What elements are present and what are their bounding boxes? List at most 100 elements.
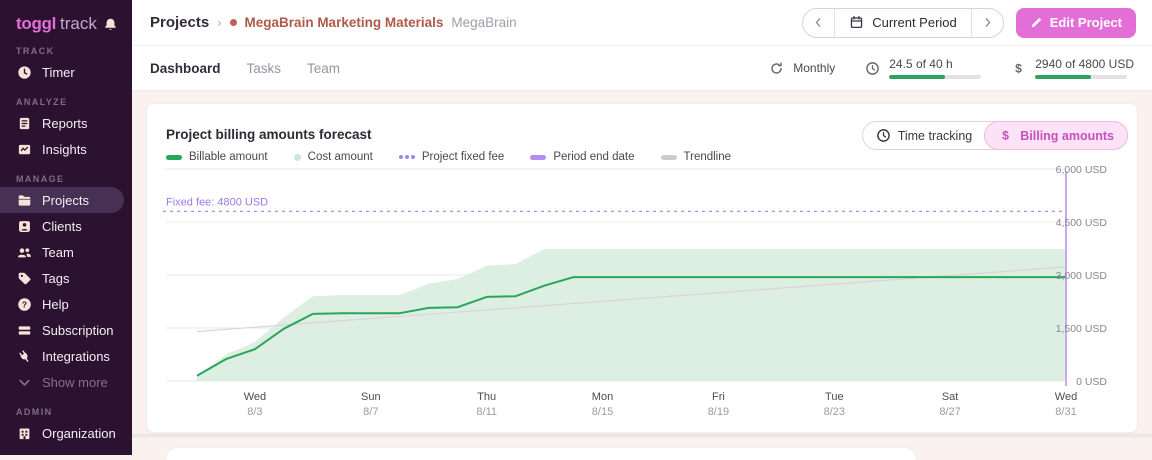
sidebar-item-help[interactable]: ?Help — [0, 291, 132, 317]
amount-progress-fill — [1035, 75, 1091, 79]
sidebar-item-integrations[interactable]: Integrations — [0, 343, 132, 369]
clock-icon — [865, 61, 880, 76]
breadcrumb-separator: › — [217, 15, 221, 30]
recurrence-label: Monthly — [793, 61, 835, 75]
breadcrumb: Projects › MegaBrain Marketing Materials… — [150, 14, 517, 31]
logo-row: toggl track — [0, 0, 132, 38]
svg-text:0 USD: 0 USD — [1076, 376, 1107, 388]
notifications-bell-icon[interactable] — [103, 17, 118, 32]
next-section-card — [166, 448, 916, 460]
sidebar-item-label: Show more — [42, 375, 108, 390]
svg-text:8/3: 8/3 — [247, 406, 262, 418]
current-period-label: Current Period — [872, 15, 957, 30]
toggle-time-tracking[interactable]: Time tracking — [863, 122, 986, 149]
legend-label: Billable amount — [189, 151, 268, 163]
current-period-button[interactable]: Current Period — [834, 9, 972, 37]
chevron-down-icon — [16, 375, 32, 390]
tab-team[interactable]: Team — [307, 61, 340, 76]
sidebar-item-show-more[interactable]: Show more — [0, 369, 132, 395]
svg-text:?: ? — [21, 299, 26, 309]
svg-text:4,500 USD: 4,500 USD — [1056, 217, 1108, 229]
toggle-billing-amounts[interactable]: $ Billing amounts — [984, 121, 1128, 150]
legend-cost-amount[interactable]: Cost amount — [294, 151, 373, 163]
svg-text:Fri: Fri — [712, 391, 725, 403]
main-content: Projects › MegaBrain Marketing Materials… — [132, 0, 1152, 455]
sidebar-section-track: TRACK — [0, 43, 132, 59]
amount-progress-bar — [1035, 75, 1127, 79]
svg-text:8/19: 8/19 — [708, 406, 729, 418]
clock-o-icon — [876, 128, 891, 143]
legend-marker — [661, 155, 677, 160]
svg-text:$: $ — [1002, 129, 1009, 143]
svg-text:Mon: Mon — [592, 391, 613, 403]
hours-progress-text: 24.5 of 40 h — [889, 57, 981, 71]
svg-text:Sun: Sun — [361, 391, 381, 403]
previous-period-button[interactable] — [803, 9, 834, 37]
sidebar-item-reports[interactable]: Reports — [0, 110, 132, 136]
sidebar-section-analyze: ANALYZE — [0, 94, 132, 110]
sidebar-item-label: Timer — [42, 65, 75, 80]
breadcrumb-projects-link[interactable]: Projects — [150, 14, 209, 31]
insights-icon — [16, 142, 32, 157]
toggle-label: Billing amounts — [1020, 129, 1114, 143]
dollar-icon: $ — [998, 128, 1013, 143]
sidebar-item-timer[interactable]: Timer — [0, 59, 132, 85]
sidebar-item-label: Reports — [42, 116, 88, 131]
sidebar-item-label: Team — [42, 245, 74, 260]
legend-billable-amount[interactable]: Billable amount — [166, 151, 268, 163]
hours-progress-bar — [889, 75, 981, 79]
svg-text:Thu: Thu — [477, 391, 496, 403]
legend-label: Trendline — [684, 151, 732, 163]
sidebar-item-tags[interactable]: Tags — [0, 265, 132, 291]
svg-text:Sat: Sat — [942, 391, 959, 403]
svg-text:8/27: 8/27 — [939, 406, 960, 418]
next-period-button[interactable] — [972, 9, 1003, 37]
sidebar-item-clients[interactable]: Clients — [0, 213, 132, 239]
breadcrumb-project-name[interactable]: MegaBrain Marketing Materials — [245, 15, 444, 30]
sidebar-item-label: Organization — [42, 426, 116, 441]
sidebar-item-label: Projects — [42, 193, 89, 208]
toggl-logo[interactable]: toggl — [16, 14, 56, 34]
chart-mode-toggle: Time tracking $ Billing amounts — [862, 121, 1128, 150]
sidebar-nav: TRACK Timer ANALYZE Reports Insights MANAGE Pr… — [0, 43, 132, 446]
sidebar-section-admin: ADMIN — [0, 404, 132, 420]
tab-tasks[interactable]: Tasks — [247, 61, 282, 76]
report-icon — [16, 116, 32, 131]
legend-project-fixed-fee[interactable]: Project fixed fee — [399, 151, 504, 163]
hours-metric: 24.5 of 40 h — [865, 57, 981, 79]
sidebar-section-manage: MANAGE — [0, 171, 132, 187]
sidebar-item-projects[interactable]: Projects — [0, 187, 124, 213]
clock-icon — [16, 65, 32, 80]
sidebar-item-subscription[interactable]: Subscription — [0, 317, 132, 343]
legend-label: Project fixed fee — [422, 151, 504, 163]
billing-forecast-card: Project billing amounts forecast Billabl… — [146, 103, 1138, 433]
edit-project-button[interactable]: Edit Project — [1016, 8, 1136, 38]
help-icon: ? — [16, 297, 32, 312]
svg-text:3,000 USD: 3,000 USD — [1056, 270, 1108, 282]
card-icon — [16, 323, 32, 338]
legend-period-end-date[interactable]: Period end date — [530, 151, 634, 163]
sidebar-item-organization[interactable]: Organization — [0, 420, 132, 446]
project-tabs: Dashboard Tasks Team — [150, 61, 340, 76]
top-header: Projects › MegaBrain Marketing Materials… — [132, 0, 1152, 46]
people-icon — [16, 245, 32, 260]
svg-text:6,000 USD: 6,000 USD — [1056, 164, 1108, 176]
svg-text:8/7: 8/7 — [363, 406, 378, 418]
sidebar-item-label: Clients — [42, 219, 82, 234]
calendar-icon — [849, 15, 864, 30]
sidebar-item-team[interactable]: Team — [0, 239, 132, 265]
billing-forecast-chart: Fixed fee: 4800 USD 0 USD 1,500 USD 3,000 U… — [147, 164, 1139, 434]
amount-metric: $ 2940 of 4800 USD — [1011, 57, 1134, 79]
legend-trendline[interactable]: Trendline — [661, 151, 732, 163]
svg-text:1,500 USD: 1,500 USD — [1056, 323, 1108, 335]
tab-dashboard[interactable]: Dashboard — [150, 61, 221, 76]
sidebar: toggl track TRACK Timer ANALYZE Reports Insi… — [0, 0, 132, 455]
svg-text:Fixed fee: 4800 USD: Fixed fee: 4800 USD — [166, 196, 268, 208]
legend-label: Period end date — [553, 151, 634, 163]
dollar-icon: $ — [1011, 61, 1026, 76]
legend-marker — [399, 155, 415, 159]
building-icon — [16, 426, 32, 441]
sidebar-item-insights[interactable]: Insights — [0, 136, 132, 162]
legend-marker — [166, 155, 182, 160]
svg-text:8/23: 8/23 — [824, 406, 845, 418]
